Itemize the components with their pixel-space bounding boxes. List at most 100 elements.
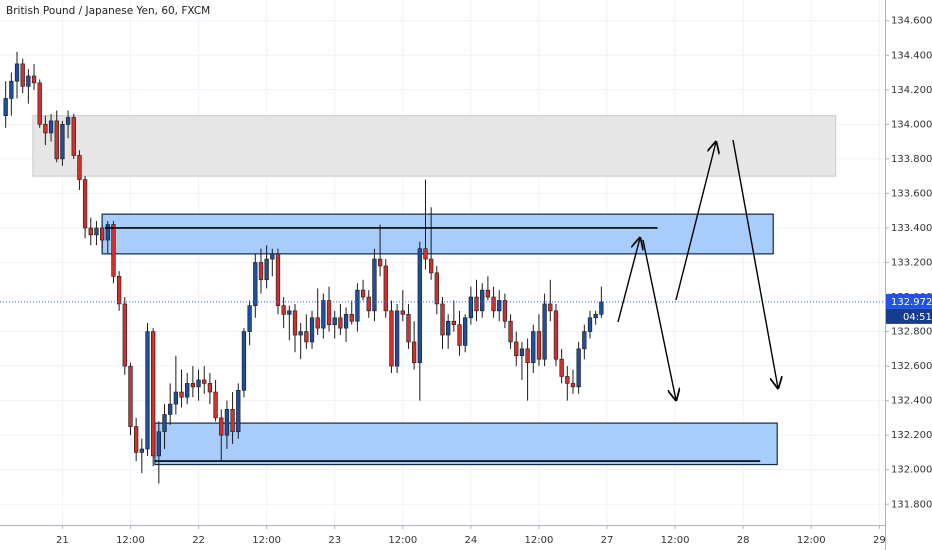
candle-body <box>65 117 71 125</box>
candle-body <box>224 408 230 436</box>
candle-body <box>298 331 303 336</box>
x-tick-label: 27 <box>601 535 614 546</box>
candle-body <box>394 310 400 367</box>
candle-body <box>463 317 468 346</box>
candle-body <box>446 320 451 336</box>
candle-body <box>514 341 519 357</box>
candle-body <box>162 414 167 433</box>
zones <box>32 115 837 466</box>
candle-body <box>54 120 59 160</box>
candle-body <box>77 155 82 180</box>
candle-body <box>570 383 576 388</box>
candle-body <box>542 303 547 360</box>
candle-body <box>168 403 173 415</box>
arrow <box>675 142 716 301</box>
candle-body <box>434 272 439 305</box>
overlay <box>0 227 885 462</box>
candle-body <box>468 296 474 319</box>
candle-body <box>116 276 122 305</box>
candle-body <box>383 265 388 312</box>
candle-body <box>3 98 8 117</box>
candle-body <box>536 331 542 360</box>
candle-body <box>321 300 326 329</box>
projection-arrows <box>617 139 778 400</box>
candle-body <box>400 310 405 315</box>
candle-body <box>281 305 286 315</box>
candle-body <box>593 314 598 319</box>
candle-body <box>230 408 235 433</box>
y-tick-label: 132.800 <box>891 327 932 338</box>
candle-body <box>497 300 502 312</box>
y-tick-label: 134.200 <box>891 85 932 96</box>
candle-body <box>20 63 25 87</box>
x-tick-label: 29 <box>873 535 886 546</box>
candle-body <box>326 300 332 325</box>
candle-body <box>145 331 150 450</box>
candle-body <box>576 348 581 388</box>
candle-body <box>48 120 54 134</box>
candle-body <box>14 63 20 82</box>
x-tick-label: 12:00 <box>797 535 826 546</box>
candle-body <box>270 253 275 260</box>
candle-body <box>9 80 14 99</box>
arrow <box>732 139 778 388</box>
candle-body <box>258 262 264 281</box>
candle-body <box>366 296 371 312</box>
candle-body <box>508 320 513 343</box>
candle-body <box>207 383 213 393</box>
x-tick-label: 24 <box>464 535 477 546</box>
candle-body <box>219 417 224 436</box>
candle-body <box>315 317 320 329</box>
candle-body <box>548 303 553 312</box>
candle-body <box>287 310 292 315</box>
candle-body <box>264 258 269 281</box>
x-tick-label: 12:00 <box>388 535 417 546</box>
x-tick-label: 23 <box>328 535 341 546</box>
candle-body <box>440 303 445 336</box>
countdown-label: 04:51 <box>903 312 932 323</box>
arrow <box>617 238 640 323</box>
candle-body <box>309 317 315 343</box>
candle-body <box>502 300 508 322</box>
x-tick-label: 12:00 <box>116 535 145 546</box>
candle-body <box>190 383 196 388</box>
candle-body <box>559 358 564 377</box>
candle-body <box>349 314 354 322</box>
y-tick-label: 132.000 <box>891 465 932 476</box>
candle-body <box>338 317 343 329</box>
price-label-box <box>886 293 932 309</box>
candle-body <box>377 258 383 267</box>
x-tick-label: 21 <box>56 535 69 546</box>
candle-body <box>531 331 536 363</box>
candle-body <box>151 331 156 457</box>
candle-body <box>389 310 394 367</box>
candle-body <box>26 75 31 87</box>
candle-body <box>185 383 190 398</box>
candle-body <box>196 379 201 388</box>
y-tick-label: 134.400 <box>891 50 932 61</box>
candle-body <box>565 376 570 384</box>
candle-body <box>292 310 298 336</box>
candle-body <box>43 124 48 134</box>
candle-body <box>241 331 247 391</box>
candle-body <box>122 303 127 367</box>
price-label: 132.972 <box>891 297 932 308</box>
candle-body <box>156 431 161 457</box>
candle-body <box>553 310 559 360</box>
candle-body <box>105 224 110 241</box>
y-tick-label: 133.600 <box>891 188 932 199</box>
candle-body <box>491 296 496 312</box>
x-tick-label: 12:00 <box>252 535 281 546</box>
candle-body <box>88 227 93 236</box>
candle-body <box>213 391 218 419</box>
candle-body <box>128 365 133 427</box>
y-tick-label: 132.600 <box>891 361 932 372</box>
candle-body <box>525 348 530 363</box>
candle-body <box>236 389 241 433</box>
candles <box>3 51 604 484</box>
candle-body <box>99 227 105 241</box>
candle-body <box>417 248 422 363</box>
y-tick-label: 134.000 <box>891 119 932 130</box>
chart-title: British Pound / Japanese Yen, 60, FXCM <box>6 5 210 17</box>
